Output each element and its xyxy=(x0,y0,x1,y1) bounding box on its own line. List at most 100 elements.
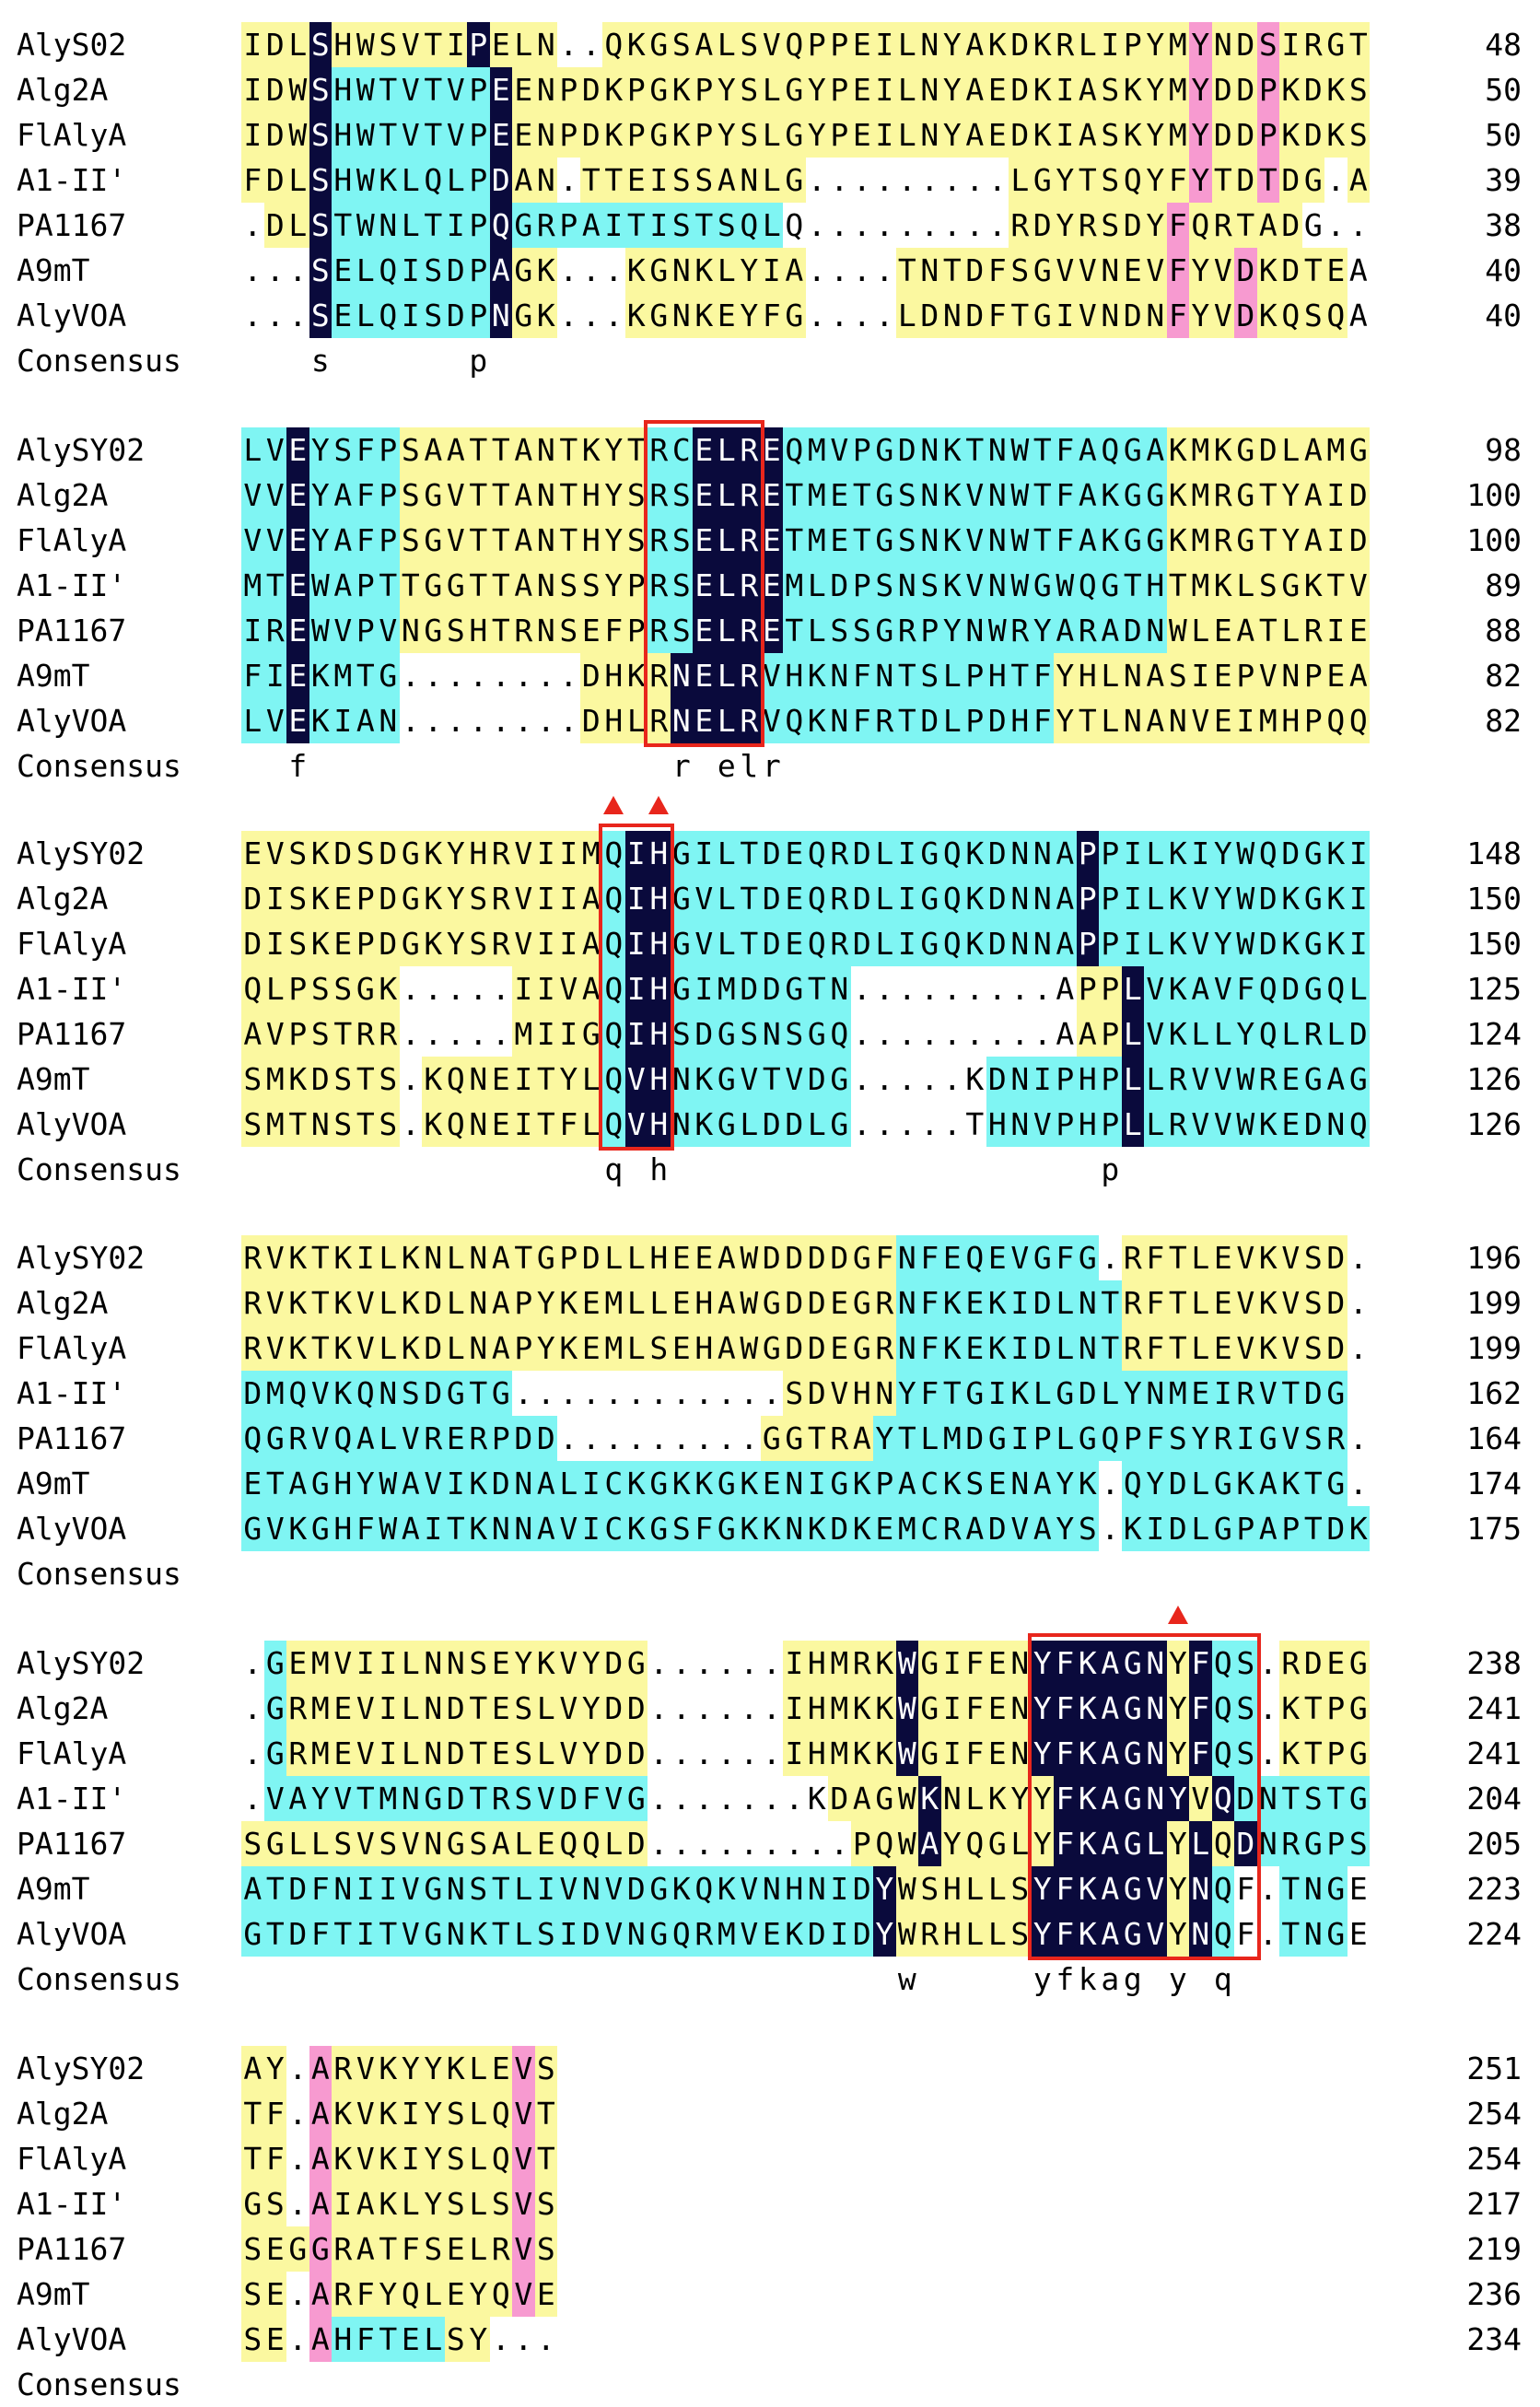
residue: G xyxy=(1076,1416,1099,1461)
consensus-residue xyxy=(1144,338,1167,383)
residue: F xyxy=(1234,966,1257,1011)
consensus-residue: p xyxy=(1101,1151,1120,1187)
residue: E xyxy=(693,698,716,743)
residue: E xyxy=(850,67,873,112)
residue: S xyxy=(377,22,400,67)
residue: M xyxy=(828,1641,851,1686)
residue: Q xyxy=(963,1235,986,1280)
consensus-residue xyxy=(355,2362,378,2407)
residue: V xyxy=(1279,1416,1302,1461)
residue: S xyxy=(1347,67,1370,112)
consensus-sequence xyxy=(241,1551,1393,1596)
consensus-residue: r xyxy=(762,748,781,784)
residue: S xyxy=(670,473,693,518)
residue: R xyxy=(354,1011,377,1057)
residue: N xyxy=(1031,921,1054,966)
residue: G xyxy=(918,1686,941,1731)
residue: V xyxy=(602,1911,625,1957)
residue: K xyxy=(965,1061,985,1097)
residue: . xyxy=(740,1375,759,1411)
consensus-residue xyxy=(1122,743,1145,789)
residue: V xyxy=(1234,1280,1257,1326)
sequence-name: A1-II' xyxy=(17,567,127,603)
residue: S xyxy=(895,518,918,563)
residue: Y xyxy=(309,518,332,563)
residue: . xyxy=(875,162,894,198)
residue: P xyxy=(354,563,377,608)
consensus-residue xyxy=(761,1551,784,1596)
residue: G xyxy=(241,1506,264,1551)
residue: . xyxy=(875,1016,894,1052)
residue: S xyxy=(332,1102,355,1147)
residue: D xyxy=(850,876,873,921)
residue: G xyxy=(648,112,671,158)
residue: L xyxy=(1121,966,1144,1011)
residue: V xyxy=(354,1326,377,1371)
consensus-residue xyxy=(648,743,671,789)
residue: N xyxy=(1009,1461,1032,1506)
residue: G xyxy=(241,1911,264,1957)
consensus-residue xyxy=(535,1147,558,1192)
residue: K xyxy=(309,831,332,876)
residue: T xyxy=(1031,518,1054,563)
residue: L xyxy=(512,1866,535,1911)
residue: S xyxy=(467,876,490,921)
residue: Q xyxy=(1324,966,1348,1011)
residue: T xyxy=(377,67,400,112)
residue: K xyxy=(693,1461,716,1506)
residue: F xyxy=(309,1866,332,1911)
residue: L xyxy=(715,248,738,293)
consensus-residue xyxy=(580,1147,603,1192)
residue: . xyxy=(1258,1735,1278,1771)
residue: K xyxy=(602,112,625,158)
residue: K xyxy=(805,653,828,698)
residue: I xyxy=(354,1641,377,1686)
residue: G xyxy=(309,1506,332,1551)
residue: A xyxy=(1099,1731,1122,1776)
residue: Y xyxy=(1166,1911,1189,1957)
residue: K xyxy=(1279,67,1302,112)
residue: N xyxy=(1144,608,1167,653)
residue: P xyxy=(354,921,377,966)
residue: I xyxy=(534,831,557,876)
residue: N xyxy=(624,1911,648,1957)
consensus-residue xyxy=(286,2362,309,2407)
residue: R xyxy=(850,1641,873,1686)
residue: T xyxy=(332,1911,355,1957)
residue: L xyxy=(399,203,422,248)
residue: K xyxy=(850,1686,873,1731)
residue: S xyxy=(738,1011,761,1057)
residue: A xyxy=(512,427,535,473)
residue: . xyxy=(671,1690,691,1726)
residue: D xyxy=(309,1057,332,1102)
residue: . xyxy=(987,971,1007,1007)
residue: G xyxy=(648,1911,671,1957)
residue: G xyxy=(263,1686,286,1731)
residue: A xyxy=(1099,608,1122,653)
residue: K xyxy=(309,653,332,698)
residue: D xyxy=(579,698,602,743)
residue: S xyxy=(693,158,716,203)
residue: . xyxy=(446,971,465,1007)
consensus-residue xyxy=(1212,1551,1235,1596)
consensus-residue xyxy=(738,1551,761,1596)
residue: M xyxy=(1166,112,1189,158)
consensus-residue xyxy=(445,1147,468,1192)
residue: A xyxy=(963,22,986,67)
residue: G xyxy=(422,608,445,653)
residue-count: 50 xyxy=(1485,117,1522,153)
residue: E xyxy=(241,1461,264,1506)
residue: D xyxy=(986,921,1009,966)
residue: S xyxy=(670,518,693,563)
residue: . xyxy=(671,1781,691,1817)
consensus-residue xyxy=(1009,1147,1032,1192)
residue: V xyxy=(263,1011,286,1057)
residue: T xyxy=(354,1776,377,1821)
residue: L xyxy=(1189,1011,1212,1057)
residue: V xyxy=(1211,1057,1234,1102)
residue: E xyxy=(986,1461,1009,1506)
residue: S xyxy=(1076,1506,1099,1551)
residue: I xyxy=(895,831,918,876)
residue: N xyxy=(940,1776,963,1821)
